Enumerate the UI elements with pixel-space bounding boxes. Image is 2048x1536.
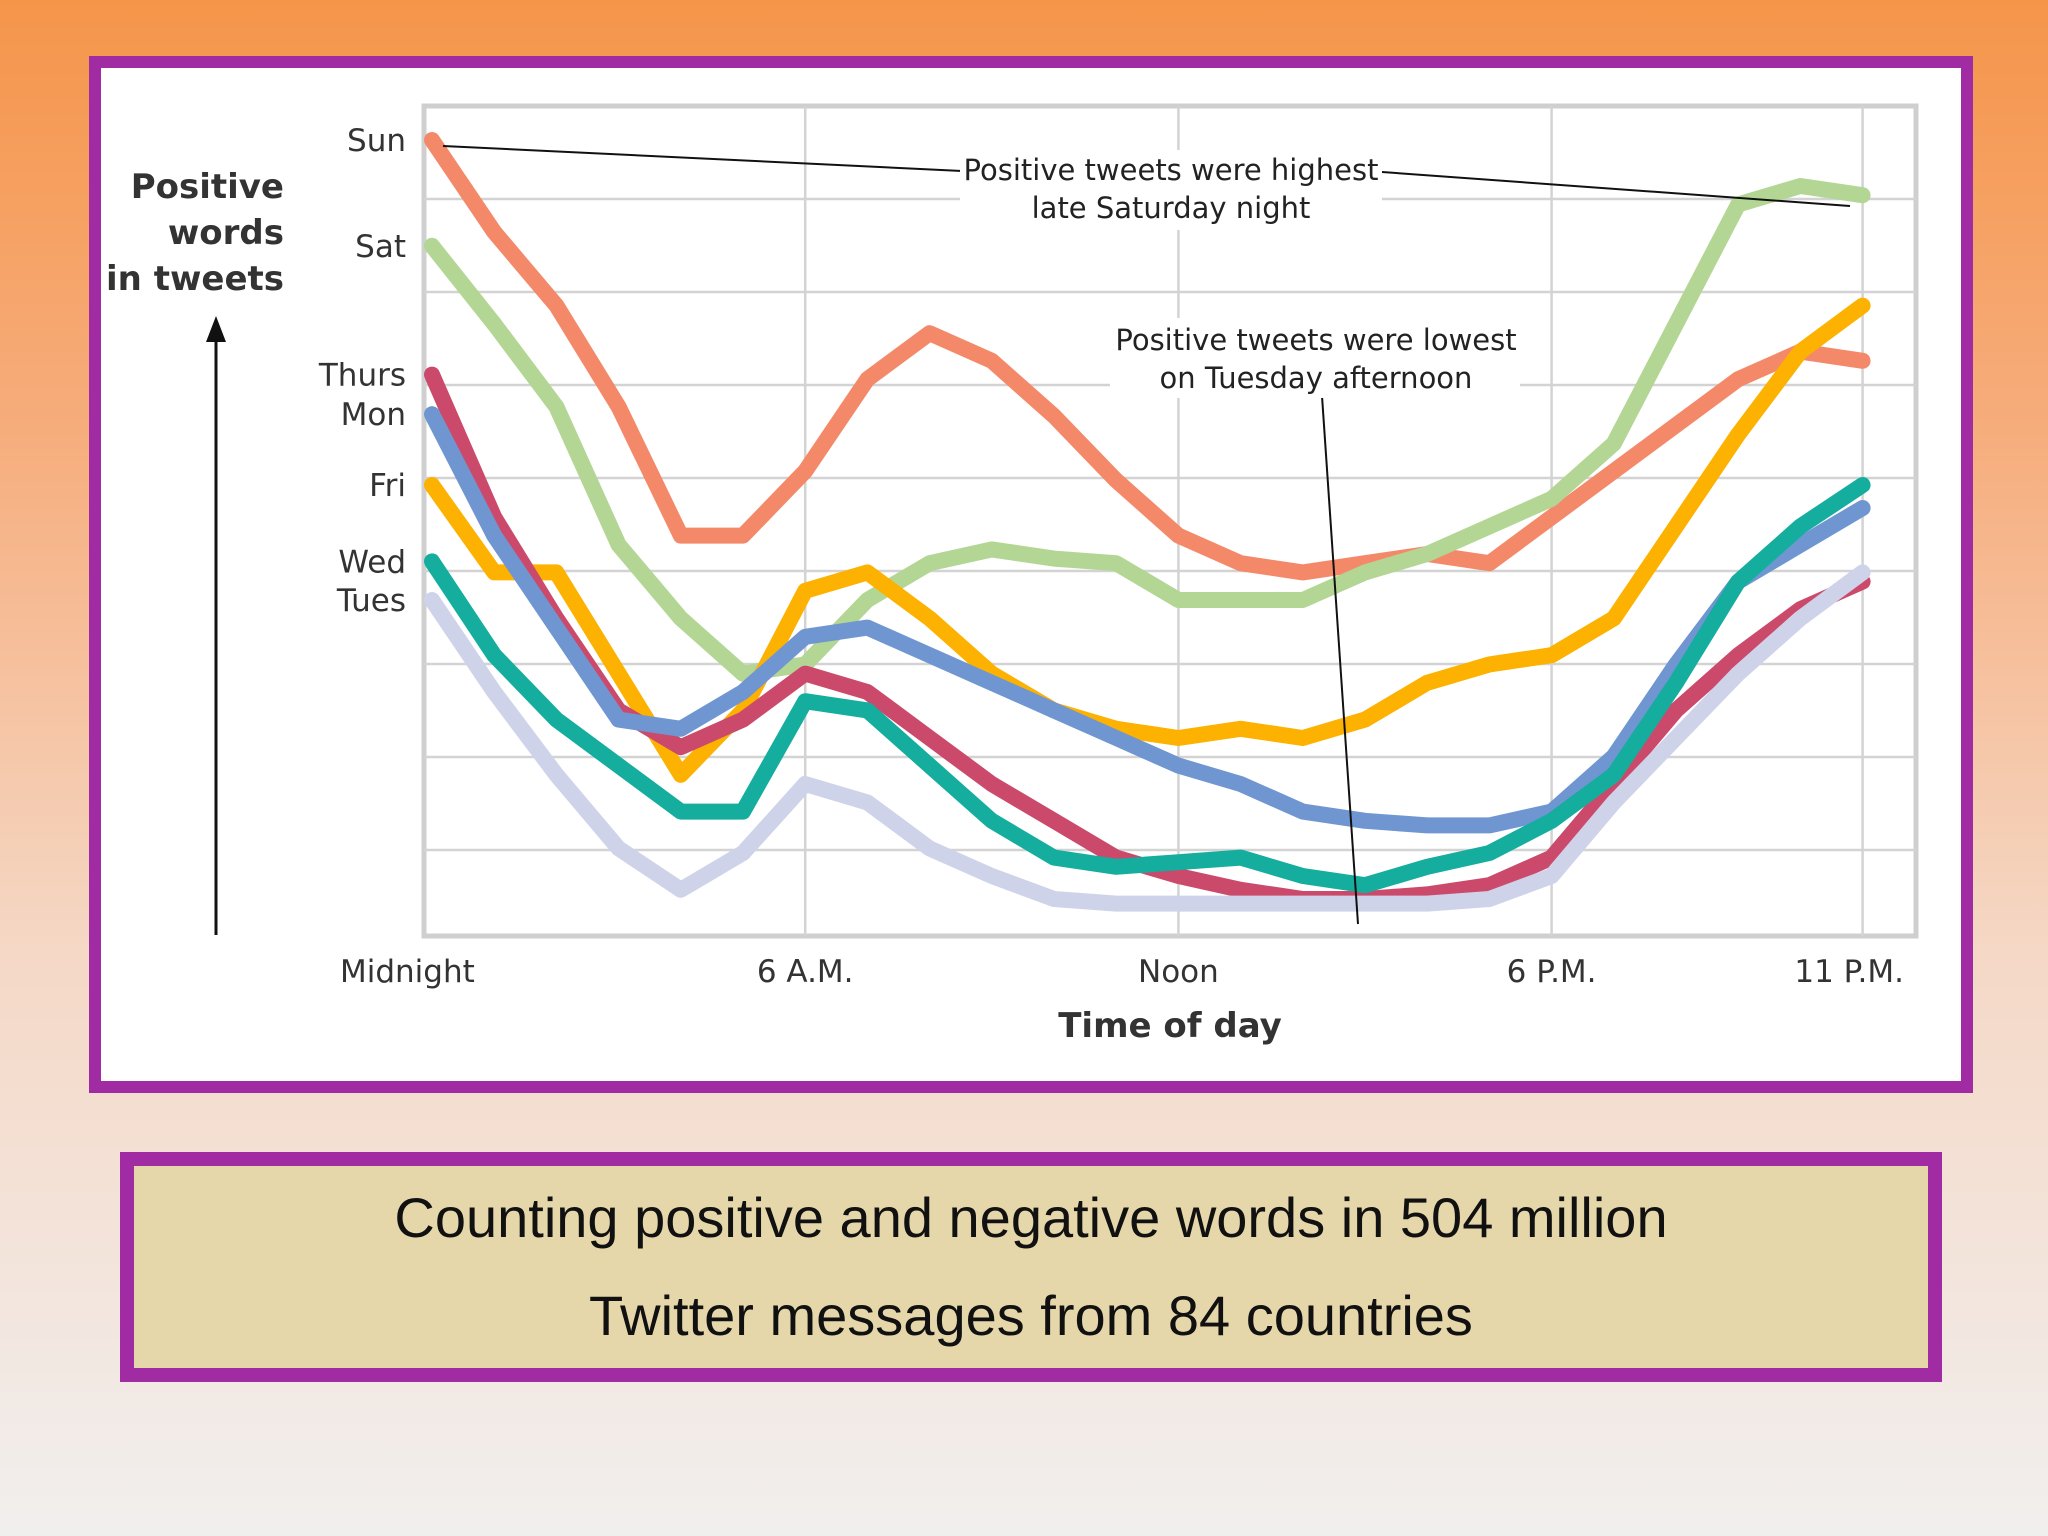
y-day-label: Fri bbox=[369, 468, 406, 504]
y-day-label: Thurs bbox=[318, 358, 406, 394]
caption-box: Counting positive and negative words in … bbox=[120, 1152, 1942, 1382]
y-day-label: Sat bbox=[355, 229, 406, 265]
y-axis-title-line: words bbox=[168, 213, 284, 253]
x-tick-label: Midnight bbox=[340, 954, 475, 990]
annotation-leader bbox=[1381, 171, 1851, 207]
annotation-text: Positive tweets were highest bbox=[964, 153, 1379, 187]
series-line-1 bbox=[424, 132, 1871, 581]
caption-line-1: Counting positive and negative words in … bbox=[394, 1186, 1668, 1249]
series-line-6 bbox=[424, 477, 1871, 894]
y-arrow bbox=[206, 316, 226, 935]
axis-labels: Midnight 6 A.M. Noon 6 P.M. 11 P.M. Time of d… bbox=[106, 123, 1904, 1046]
x-tick-label: Noon bbox=[1138, 954, 1219, 990]
series-lines bbox=[424, 132, 1871, 912]
x-tick-label: 11 P.M. bbox=[1794, 954, 1904, 990]
y-arrow-head bbox=[206, 316, 226, 342]
x-axis-title: Time of day bbox=[1058, 1006, 1282, 1046]
annotation-bg bbox=[960, 150, 1382, 230]
y-axis-title-line: in tweets bbox=[106, 259, 284, 299]
series-line-2 bbox=[424, 178, 1871, 682]
annotation-text: on Tuesday afternoon bbox=[1160, 361, 1473, 395]
x-tick-label: 6 P.M. bbox=[1507, 954, 1597, 990]
y-day-label: Wed bbox=[338, 544, 406, 580]
annotation-bg bbox=[1110, 318, 1520, 398]
annotation-text: late Saturday night bbox=[1032, 191, 1311, 225]
annotation-leader bbox=[442, 145, 963, 172]
annotations: Positive tweets were highest late Saturda… bbox=[442, 145, 1851, 925]
y-day-label: Mon bbox=[341, 397, 406, 433]
annotation-text: Positive tweets were lowest bbox=[1115, 323, 1516, 357]
y-axis-title-line: Positive bbox=[131, 167, 284, 207]
series-line-3 bbox=[424, 297, 1871, 783]
series-line-7 bbox=[424, 564, 1871, 912]
y-day-label: Tues bbox=[336, 583, 406, 619]
x-tick-label: 6 A.M. bbox=[757, 954, 854, 990]
caption-line-2: Twitter messages from 84 countries bbox=[589, 1284, 1473, 1347]
series-line-5 bbox=[424, 406, 1871, 834]
annotation-leader bbox=[1321, 395, 1359, 925]
y-day-label: Sun bbox=[347, 123, 406, 159]
